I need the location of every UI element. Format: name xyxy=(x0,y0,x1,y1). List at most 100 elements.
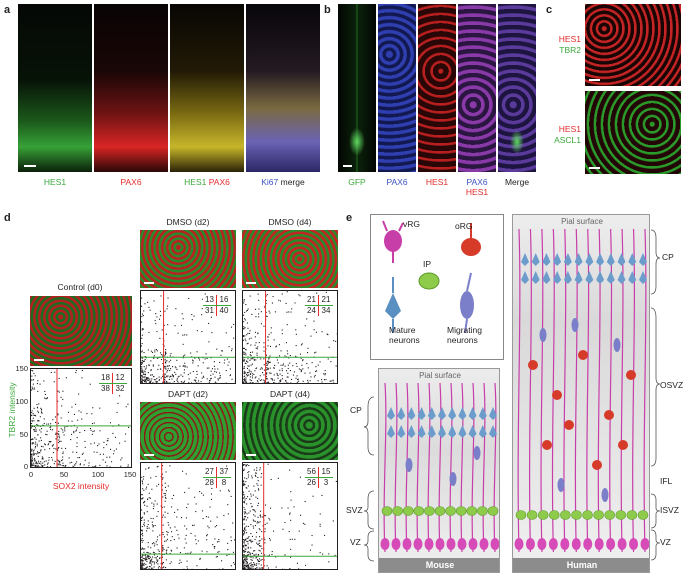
scatter-point xyxy=(256,348,258,350)
mature-neuron xyxy=(553,253,562,266)
vrg-cell xyxy=(629,538,639,550)
scatter-point xyxy=(254,550,256,552)
scatter-point xyxy=(141,566,143,568)
scatter-point xyxy=(243,483,245,485)
scatter-point xyxy=(32,383,34,385)
scatter-point xyxy=(58,463,60,465)
scatter-point xyxy=(171,550,173,552)
ip-cell xyxy=(402,506,414,516)
scatter-point xyxy=(255,347,257,349)
scatter-point xyxy=(31,442,33,444)
panel-b-image-merge xyxy=(498,4,536,172)
scatter-point xyxy=(298,380,300,382)
scatter-point xyxy=(252,382,254,384)
mature-neuron xyxy=(468,425,477,438)
scatter-point xyxy=(233,337,235,339)
scatter-point xyxy=(161,556,163,558)
scatter-point xyxy=(176,547,178,549)
scatter-point xyxy=(165,368,167,370)
scatter-point xyxy=(209,380,211,382)
scatter-point xyxy=(71,433,73,435)
scatter-point xyxy=(296,375,298,377)
mature-neuron xyxy=(489,407,497,420)
ip-cell xyxy=(537,510,549,520)
scatter-point xyxy=(186,366,188,368)
scatter-point xyxy=(180,561,182,563)
scatter-point xyxy=(282,528,284,530)
scatter-point xyxy=(245,525,247,527)
scatter-point xyxy=(147,379,149,381)
scatter-point xyxy=(169,527,171,529)
scatter-point xyxy=(177,332,179,334)
scatter-point xyxy=(260,559,262,561)
y-tick-150: 150 xyxy=(15,364,28,373)
scatter-point xyxy=(163,381,165,383)
scatter-point xyxy=(141,343,143,345)
scatter-point xyxy=(167,370,169,372)
scatter-point xyxy=(324,370,326,372)
scatter-point xyxy=(245,516,247,518)
scatter-point xyxy=(146,486,148,488)
scatter-point xyxy=(155,379,157,381)
scatter-point xyxy=(268,361,270,363)
scatter-point xyxy=(53,381,55,383)
scatter-point xyxy=(254,564,256,566)
scatter-point xyxy=(148,557,150,559)
scatter-point xyxy=(166,381,168,383)
scatter-point xyxy=(141,498,143,500)
scatter-point xyxy=(315,370,317,372)
scatter-point xyxy=(250,373,252,375)
scatter-point xyxy=(247,547,249,549)
scatter-point xyxy=(31,448,33,450)
scatter-point xyxy=(316,292,318,294)
radial-glia-fiber xyxy=(528,228,532,553)
radial-glia-fiber xyxy=(632,228,636,553)
scatter-point xyxy=(144,373,146,375)
scatter-point xyxy=(250,503,252,505)
scatter-point xyxy=(250,355,252,357)
scatter-point xyxy=(79,431,81,433)
scatter-point xyxy=(192,362,194,364)
scatter-point xyxy=(247,565,249,567)
scatter-point xyxy=(142,557,144,559)
radial-glia-fiber xyxy=(574,228,578,553)
scatter-point xyxy=(244,556,246,558)
scatter-point xyxy=(206,378,208,380)
scatter-point xyxy=(46,398,48,400)
scatter-point xyxy=(246,540,248,542)
scatter-point xyxy=(286,350,288,352)
scatter-point xyxy=(141,564,143,566)
scatter-point xyxy=(273,530,275,532)
scatter-point xyxy=(244,548,246,550)
scatter-point xyxy=(142,564,144,566)
scatter-point xyxy=(159,557,161,559)
vrg-cell xyxy=(537,538,547,550)
vrg-cell xyxy=(606,538,616,550)
vrg-cell xyxy=(424,538,434,550)
mature-neuron xyxy=(606,271,615,284)
scatter-point xyxy=(230,565,232,567)
scatter-point xyxy=(162,465,164,467)
scatter-point xyxy=(270,478,272,480)
scatter-point xyxy=(181,517,183,519)
vrg-cell xyxy=(402,538,412,550)
scatter-point xyxy=(58,391,60,393)
scatter-point xyxy=(311,362,313,364)
scatter-point xyxy=(65,447,67,449)
scatter-point xyxy=(146,559,148,561)
scatter-point xyxy=(210,493,212,495)
legend-migrating: Migrating neurons xyxy=(447,325,482,345)
scatter-point xyxy=(172,366,174,368)
scatter-point xyxy=(245,498,247,500)
scatter-point xyxy=(295,345,297,347)
scatter-point xyxy=(174,526,176,528)
scatter-point xyxy=(57,433,59,435)
scatter-point xyxy=(162,516,164,518)
scatter-point xyxy=(156,559,158,561)
scatter-point xyxy=(165,351,167,353)
scatter-point xyxy=(258,522,260,524)
scatter-point xyxy=(170,368,172,370)
scatter-point xyxy=(250,380,252,382)
scatter-point xyxy=(51,429,53,431)
scatter-point xyxy=(249,354,251,356)
